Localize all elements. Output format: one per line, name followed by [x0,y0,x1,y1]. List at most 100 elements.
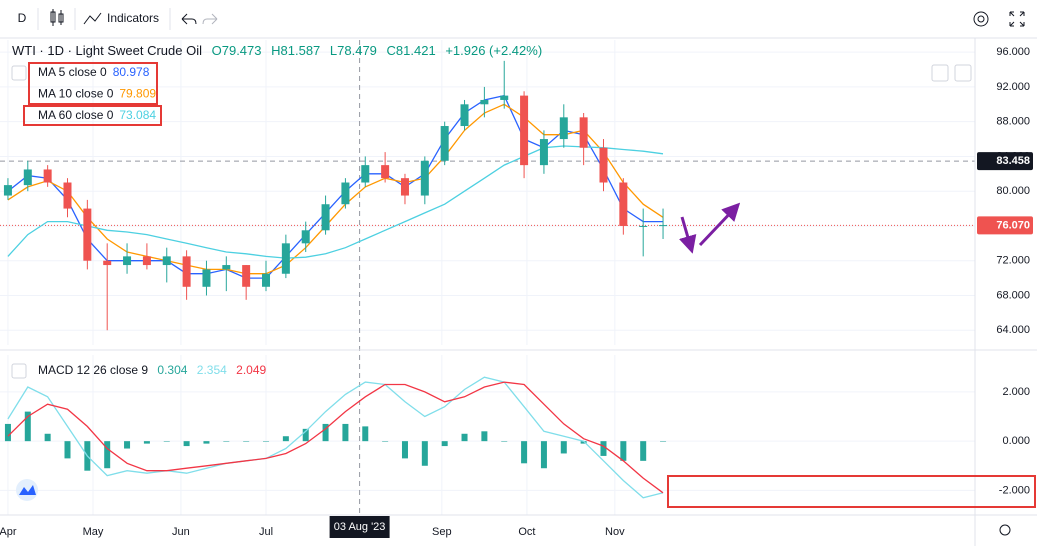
candle-body [639,225,648,227]
collapse-macd-legend[interactable] [11,363,27,379]
arrow-annotation [679,216,697,254]
macd-histogram-bar [580,441,587,444]
macd-histogram-bar [223,441,230,442]
macd-histogram-bar [4,423,11,442]
last-price-label-box [977,216,1033,235]
candle-body [23,169,32,186]
candle-body [83,208,92,261]
y-tick-label: 80.000 [996,185,1030,197]
candle-body [242,265,251,287]
macd-histogram-bar [521,441,528,464]
ohlc-open: O79.473 [212,43,262,58]
x-tick-label: Apr [0,526,17,538]
indicators-button[interactable]: Indicators [107,11,159,25]
legend: MACD 12 26 close 9 0.304 2.354 2.049 MA … [11,65,267,379]
candle-body [381,165,390,179]
candle-body [321,204,330,231]
macd-histogram-bar [104,441,111,469]
highlight-box [23,105,162,126]
interval-button[interactable]: D [18,11,27,25]
macd-histogram-bar [421,441,428,466]
macd-histogram-bar [382,441,389,442]
ohlc-low: L78.479 [330,43,377,58]
y-tick-label: 72.000 [996,255,1030,267]
macd-histogram-bar [560,441,567,454]
settings-icon [977,15,985,23]
ohlc-change: +1.926 (+2.42%) [445,43,542,58]
y-tick-label: 88.000 [996,116,1030,128]
legend-name: MA 5 close 0 [38,65,107,79]
logo [16,479,38,501]
chart-type-button[interactable] [50,9,64,26]
macd-line [7,376,664,499]
last-price-label: 76.070 [996,219,1030,231]
moving-average [7,103,664,275]
macd-signal-value: 2.049 [236,363,266,377]
macd-histogram-bar [660,441,667,442]
x-tick-label: May [83,526,104,538]
macd-histogram-bar [24,411,31,442]
redo-button[interactable] [202,13,218,25]
fullscreen-button[interactable] [1009,11,1025,27]
highlight-box [667,475,1036,508]
macd-histogram-bar [143,441,150,444]
macd-histogram-bar [441,441,448,447]
macd-legend: MACD 12 26 close 9 0.304 2.354 2.049 [38,363,267,377]
undo-button[interactable] [181,13,197,25]
macd-histogram-bar [124,441,131,449]
macd-histogram-bar [263,441,270,442]
candle-body [559,117,568,140]
legend-value: 80.978 [113,65,150,79]
macd-histogram-bar [163,441,170,442]
crosshair-price-label-box [977,152,1033,171]
y-tick-label: -2.000 [999,484,1030,496]
candle-body [460,104,469,127]
macd-histogram-bar [322,423,329,442]
macd-histogram-bar [461,433,468,442]
y-tick-label: 2.000 [1002,386,1030,398]
axis-settings[interactable] [999,524,1011,536]
collapse-legend[interactable] [11,65,27,81]
candle-body [103,260,112,266]
y-tick-label: 64.000 [996,324,1030,336]
candle-body [520,95,529,166]
candle-body [142,256,151,266]
macd-histogram-bar [401,441,408,459]
plot-area: Apr May Jun Jul Sep Oct Nov 64.000 68.000 72.000 7… [0,40,1030,538]
y-tick-label: 0.000 [1002,435,1030,447]
candle-body [202,269,211,287]
ohlc-high: H81.587 [271,43,320,58]
candle-body [619,182,628,226]
candle-body [400,178,409,196]
macd-histogram-bar [64,441,71,459]
candle-body [341,182,350,205]
candle-body [500,95,509,100]
crosshair-time-box [329,516,390,538]
macd-title: MACD 12 26 close 9 [38,363,148,377]
macd-value: 2.354 [197,363,227,377]
candle-body [123,256,132,266]
maximize-pane-button[interactable] [954,64,972,82]
indicators-icon [83,12,102,25]
move-down-button[interactable] [931,64,949,82]
macd-histogram-bar [44,433,51,442]
logo-mark [19,485,36,495]
macd-hist-value: 0.304 [157,363,187,377]
settings-button[interactable] [973,11,989,27]
candle-body [440,126,449,161]
symbol-header: WTI · 1D · Light Sweet Crude Oil O79.473… [12,43,542,58]
candle-body [301,230,310,244]
macd-histogram-bar [640,441,647,461]
arrow-annotation [698,202,741,247]
x-tick-label: Sep [432,526,452,538]
candle-body [281,243,290,274]
candle-body [182,256,191,287]
macd-histogram-bar [481,431,488,442]
y-tick-label: 96.000 [996,46,1030,58]
signal-line [7,381,664,494]
candle-body [361,165,370,183]
candle-body [480,99,489,105]
moving-average [7,94,663,279]
